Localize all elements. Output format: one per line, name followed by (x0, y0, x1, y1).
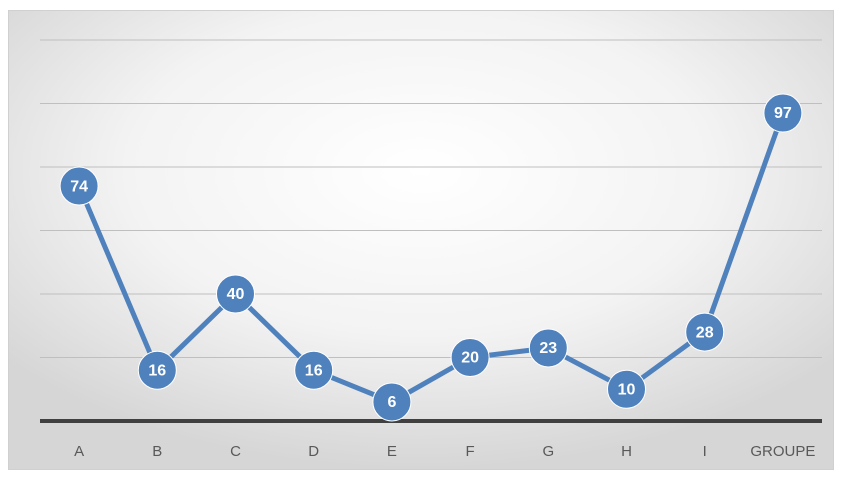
marker (59, 166, 99, 206)
marker (450, 338, 490, 377)
x-tick-label: F (466, 443, 475, 460)
data-label: 97 (774, 105, 792, 122)
data-label: 16 (305, 362, 323, 379)
x-tick-label: G (542, 443, 554, 460)
x-tick-label: H (621, 443, 632, 460)
x-tick-label: E (387, 443, 397, 460)
marker (137, 350, 177, 390)
data-label: 74 (70, 178, 88, 195)
marker (763, 93, 803, 133)
x-tick-label: A (74, 443, 84, 460)
x-tick-label: C (230, 443, 241, 460)
marker (685, 312, 725, 352)
line (76, 112, 786, 405)
chart-frame (8, 10, 834, 470)
x-tick-label: B (152, 443, 162, 460)
x-tick-label: GROUPE (750, 443, 815, 460)
x-tick-label: D (308, 443, 319, 460)
data-label: 23 (539, 340, 557, 357)
data-label: 20 (461, 350, 479, 367)
marker (372, 382, 412, 422)
data-label: 16 (148, 362, 166, 379)
marker (607, 369, 646, 409)
x-tick-label: I (703, 443, 707, 460)
data-label: 10 (618, 381, 636, 398)
data-label: 40 (227, 286, 245, 303)
marker (216, 274, 255, 314)
data-label: 6 (387, 394, 396, 411)
marker (528, 328, 568, 368)
marker (294, 350, 334, 390)
data-label: 28 (696, 324, 714, 341)
